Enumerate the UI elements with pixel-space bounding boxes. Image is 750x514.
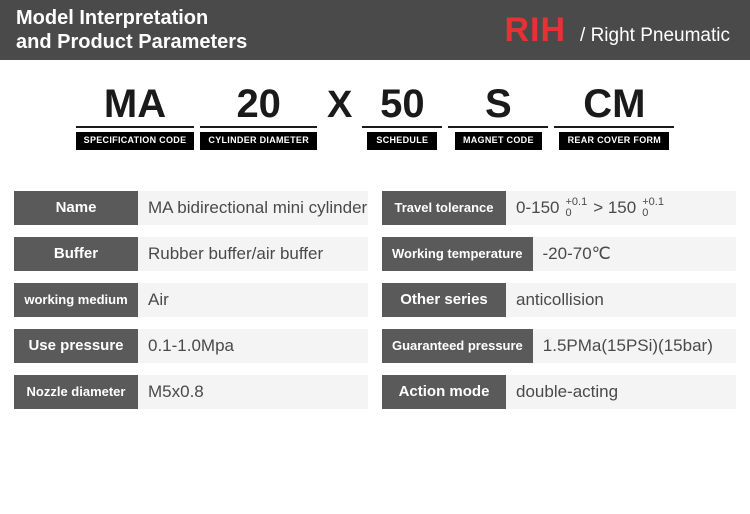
param-row: Working temperature-20-70℃ bbox=[382, 236, 736, 272]
code-rear-cover: CM REAR COVER FORM bbox=[554, 84, 674, 150]
param-label: Name bbox=[14, 191, 138, 225]
param-row: Use pressure0.1-1.0Mpa bbox=[14, 328, 368, 364]
code-underline bbox=[76, 126, 195, 128]
param-value: MA bidirectional mini cylinder bbox=[138, 191, 368, 225]
code-underline bbox=[554, 126, 674, 128]
parameters-grid: NameMA bidirectional mini cylinder Travel… bbox=[0, 180, 750, 440]
code-value: 50 bbox=[380, 84, 425, 126]
code-value: MA bbox=[104, 84, 166, 126]
param-value: double-acting bbox=[506, 375, 736, 409]
brand-logo: RIH bbox=[504, 11, 566, 50]
param-row: Other seriesanticollision bbox=[382, 282, 736, 318]
header-title-line1: Model Interpretation bbox=[16, 6, 247, 30]
code-schedule: 50 SCHEDULE bbox=[362, 84, 442, 150]
param-value: Air bbox=[138, 283, 368, 317]
param-label: Buffer bbox=[14, 237, 138, 271]
header-title-line2: and Product Parameters bbox=[16, 30, 247, 54]
param-label: Working temperature bbox=[382, 237, 533, 271]
code-diameter: 20 CYLINDER DIAMETER bbox=[200, 84, 317, 150]
code-underline bbox=[362, 126, 442, 128]
param-label: Other series bbox=[382, 283, 506, 317]
param-value: 0.1-1.0Mpa bbox=[138, 329, 368, 363]
param-label: Action mode bbox=[382, 375, 506, 409]
param-row: Guaranteed pressure1.5PMa(15PSi)(15bar) bbox=[382, 328, 736, 364]
brand-subtext: / Right Pneumatic bbox=[580, 25, 730, 47]
param-value: Rubber buffer/air buffer bbox=[138, 237, 368, 271]
code-label: MAGNET CODE bbox=[455, 132, 542, 150]
param-row: Action modedouble-acting bbox=[382, 374, 736, 410]
code-underline bbox=[200, 126, 317, 128]
param-row: NameMA bidirectional mini cylinder bbox=[14, 190, 368, 226]
header-brand-wrap: RIH / Right Pneumatic bbox=[504, 11, 730, 50]
param-label: Use pressure bbox=[14, 329, 138, 363]
model-code-row: MA SPECIFICATION CODE 20 CYLINDER DIAMET… bbox=[0, 60, 750, 180]
code-label: CYLINDER DIAMETER bbox=[200, 132, 317, 150]
code-label: REAR COVER FORM bbox=[559, 132, 669, 150]
param-value: M5x0.8 bbox=[138, 375, 368, 409]
param-label: Guaranteed pressure bbox=[382, 329, 533, 363]
code-specification: MA SPECIFICATION CODE bbox=[76, 84, 195, 150]
header-title: Model Interpretation and Product Paramet… bbox=[16, 6, 247, 54]
param-label: working medium bbox=[14, 283, 138, 317]
param-value: anticollision bbox=[506, 283, 736, 317]
param-value: -20-70℃ bbox=[533, 237, 736, 271]
param-label: Nozzle diameter bbox=[14, 375, 138, 409]
param-label: Travel tolerance bbox=[382, 191, 506, 225]
code-value: CM bbox=[583, 84, 645, 126]
code-value: S bbox=[485, 84, 512, 126]
code-separator: X bbox=[323, 86, 356, 124]
header-bar: Model Interpretation and Product Paramet… bbox=[0, 0, 750, 60]
code-label: SPECIFICATION CODE bbox=[76, 132, 195, 150]
param-row: working mediumAir bbox=[14, 282, 368, 318]
param-value: 0-150+0.10> 150+0.10 bbox=[506, 191, 736, 225]
param-row: BufferRubber buffer/air buffer bbox=[14, 236, 368, 272]
code-underline bbox=[448, 126, 548, 128]
param-row: Travel tolerance0-150+0.10> 150+0.10 bbox=[382, 190, 736, 226]
param-row: Nozzle diameterM5x0.8 bbox=[14, 374, 368, 410]
code-label: SCHEDULE bbox=[367, 132, 437, 150]
code-value: 20 bbox=[236, 84, 281, 126]
code-magnet: S MAGNET CODE bbox=[448, 84, 548, 150]
param-value: 1.5PMa(15PSi)(15bar) bbox=[533, 329, 736, 363]
